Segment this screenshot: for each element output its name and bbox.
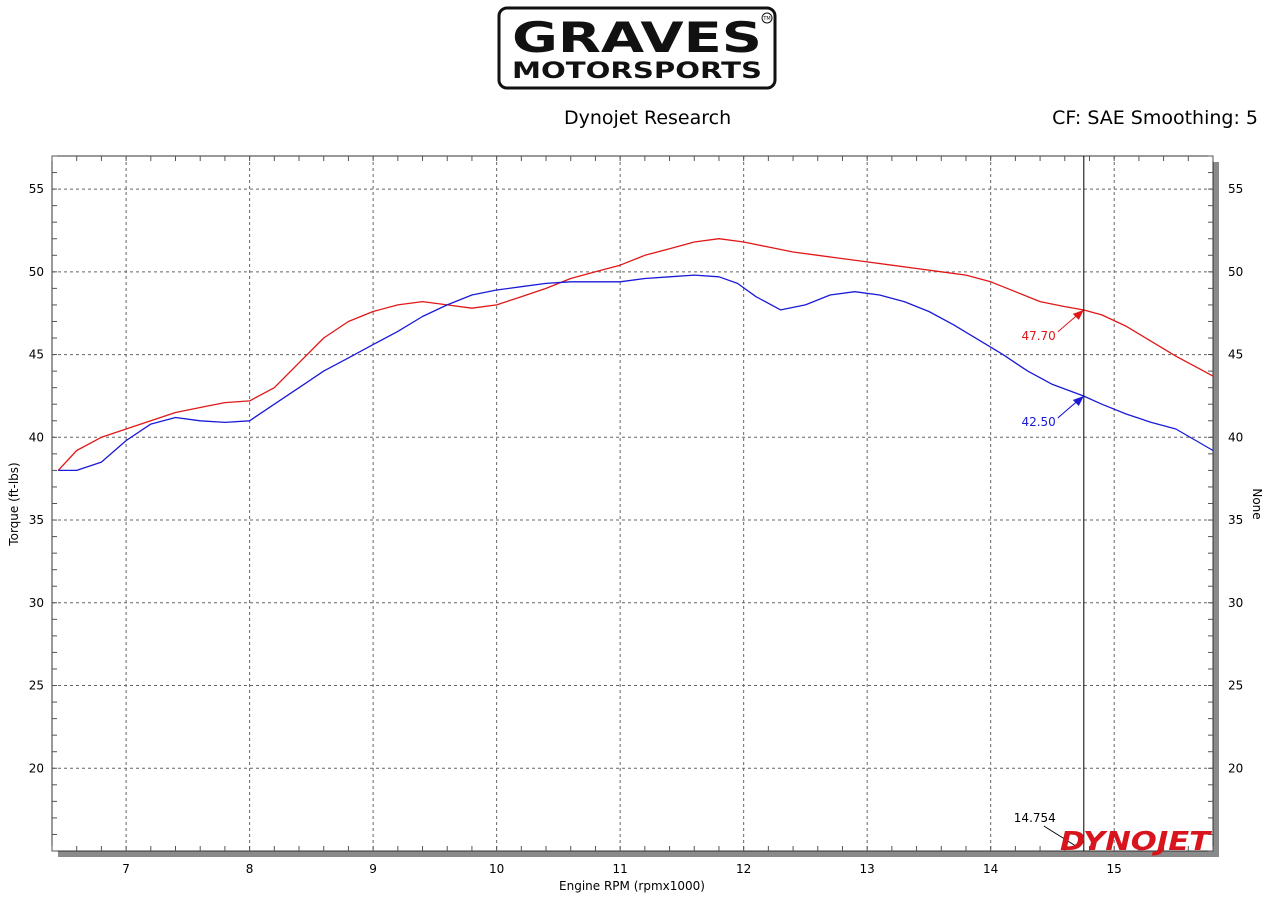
x-tick-label: 12 bbox=[736, 862, 751, 876]
rpm-cursor: 14.754 47.70 42.50 bbox=[1014, 156, 1085, 851]
cursor-rpm-label: 14.754 bbox=[1014, 811, 1056, 825]
y-tick-label: 35 bbox=[29, 513, 44, 527]
value-arrow-1 bbox=[1072, 309, 1084, 320]
y-tick-label: 50 bbox=[29, 265, 44, 279]
x-tick-label: 11 bbox=[613, 862, 628, 876]
y2-tick-label: 25 bbox=[1228, 679, 1243, 693]
y-tick-label: 20 bbox=[29, 761, 44, 775]
value-label-1: 47.70 bbox=[1021, 329, 1055, 343]
cursor-rpm-leader bbox=[1043, 825, 1077, 847]
x-tick-label: 10 bbox=[489, 862, 504, 876]
grid-lines bbox=[51, 155, 1214, 852]
y2-tick-label: 40 bbox=[1228, 430, 1243, 444]
x-tick-labels: 7 8 9 10 11 12 13 14 15 bbox=[122, 862, 1122, 876]
frame-shadow-right bbox=[1213, 162, 1219, 857]
y2-tick-label: 55 bbox=[1228, 182, 1243, 196]
series-lines bbox=[57, 238, 1214, 472]
x-axis-title: Engine RPM (rpmx1000) bbox=[559, 879, 705, 893]
x-tick-label: 9 bbox=[369, 862, 377, 876]
plot-frame bbox=[51, 155, 1219, 857]
x-tick-label: 13 bbox=[860, 862, 875, 876]
series-line-2 bbox=[58, 274, 1214, 472]
y-tick-label: 55 bbox=[29, 182, 44, 196]
logo-line1: GRAVES bbox=[512, 13, 762, 62]
x-tick-label: 15 bbox=[1107, 862, 1122, 876]
y2-tick-label: 50 bbox=[1228, 265, 1243, 279]
y-tick-labels: 20 20 25 25 30 30 35 35 40 40 45 45 50 50 55 55 bbox=[29, 182, 1244, 775]
logo-line2: MOTORSPORTS bbox=[512, 59, 762, 84]
header-left-title: Dynojet Research bbox=[564, 107, 732, 129]
y-tick-label: 40 bbox=[29, 430, 44, 444]
y-tick-label: 25 bbox=[29, 679, 44, 693]
value-arrow-2 bbox=[1072, 395, 1084, 406]
y2-tick-label: 30 bbox=[1228, 596, 1243, 610]
x-tick-label: 7 bbox=[122, 862, 130, 876]
y-axis-title: Torque (ft-lbs) bbox=[7, 462, 21, 546]
value-label-2: 42.50 bbox=[1021, 415, 1055, 429]
y-tick-label: 45 bbox=[29, 348, 44, 362]
frame-shadow-bottom bbox=[58, 851, 1219, 857]
series-line-1 bbox=[57, 238, 1214, 471]
x-tick-label: 8 bbox=[246, 862, 254, 876]
dynojet-watermark: DYNOJET bbox=[1060, 827, 1213, 857]
y-tick-label: 30 bbox=[29, 596, 44, 610]
y2-tick-label: 20 bbox=[1228, 761, 1243, 775]
header-right-info: CF: SAE Smoothing: 5 bbox=[1052, 107, 1258, 129]
graves-motorsports-logo: GRAVES MOTORSPORTS TM bbox=[497, 6, 777, 90]
y2-tick-label: 35 bbox=[1228, 513, 1243, 527]
y2-tick-label: 45 bbox=[1228, 348, 1243, 362]
x-tick-label: 14 bbox=[983, 862, 998, 876]
logo-trademark: TM bbox=[762, 16, 770, 22]
y2-axis-title: None bbox=[1250, 488, 1264, 519]
